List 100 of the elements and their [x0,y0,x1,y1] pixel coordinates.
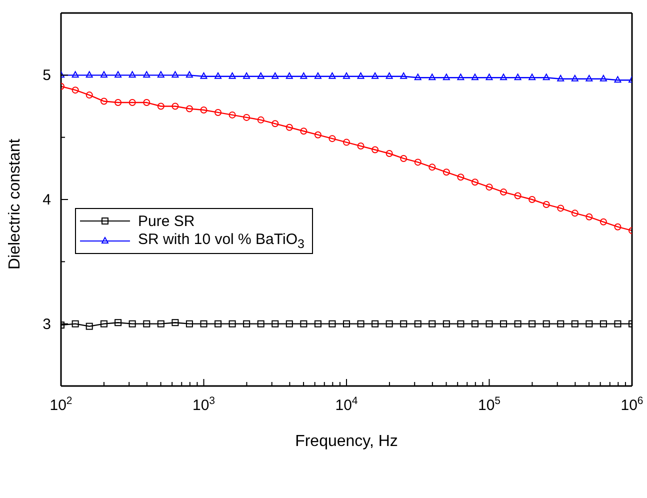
point [414,158,422,166]
point [457,320,464,328]
point [386,72,393,79]
point [328,72,336,79]
x-tick-label: 10$^{6}$ [620,395,644,414]
point [300,128,308,135]
point [343,138,350,146]
point [372,320,379,328]
point [471,178,478,186]
point [300,72,308,79]
point [542,200,550,208]
point [357,72,364,79]
point [571,320,578,328]
point [414,320,422,328]
point [157,320,164,328]
legend-label: Pure SR [138,212,195,230]
y-tick-label: 3 [42,316,51,333]
point [500,188,508,196]
point [571,74,578,82]
point [557,204,564,212]
point [186,71,193,78]
point [557,320,564,328]
point [586,320,593,328]
point [228,111,236,118]
point [172,319,179,326]
point [428,320,436,328]
y-tick-label: 5 [42,67,51,84]
point [128,71,136,78]
point [471,320,478,328]
y-axis-title: Dielectric constant [6,138,24,270]
point [614,320,622,328]
point [114,99,122,106]
point [114,71,122,78]
point [228,72,236,79]
point [243,320,250,328]
point [514,192,522,200]
point [143,99,150,106]
point [600,320,607,328]
x-tick-label: 10$^{5}$ [478,395,501,414]
point [614,76,622,83]
point [400,320,408,328]
point [557,74,564,82]
point [286,72,293,79]
point [514,320,522,328]
point [614,223,622,230]
point [386,150,393,157]
point [571,210,578,217]
point [200,106,208,114]
point [428,164,436,171]
point [128,99,136,106]
point [486,184,493,191]
point [228,320,236,328]
point [286,124,293,131]
x-tick-label: 10$^{2}$ [50,395,72,414]
point [442,168,450,176]
point [586,213,593,220]
point [100,71,108,78]
point [486,74,493,80]
point [143,320,150,328]
point [114,319,122,326]
point [214,108,222,116]
point [528,320,536,328]
point [442,74,450,80]
point [86,71,93,78]
point [243,72,250,79]
point [143,71,150,78]
point [272,72,279,79]
point [214,320,222,328]
point [172,102,179,110]
point [86,322,93,330]
point [542,320,550,328]
point [328,320,336,328]
point [400,154,408,162]
point [86,92,93,99]
point [300,320,308,328]
point [186,320,193,328]
point [457,74,464,80]
point [542,74,550,80]
point [214,72,222,79]
point [471,74,478,80]
point [500,74,508,80]
point [372,146,379,154]
point [514,74,522,80]
point [414,74,422,80]
point [128,320,136,328]
point [257,72,264,79]
point [257,320,264,328]
point [386,320,393,328]
point [372,72,379,79]
point [200,320,208,328]
point [100,98,108,105]
point [357,320,364,328]
point [500,320,508,328]
point [257,116,264,124]
point [272,120,279,128]
point [286,320,293,328]
point [314,72,322,79]
point [200,72,208,79]
point [314,131,322,138]
y-tick-label: 4 [42,192,51,208]
